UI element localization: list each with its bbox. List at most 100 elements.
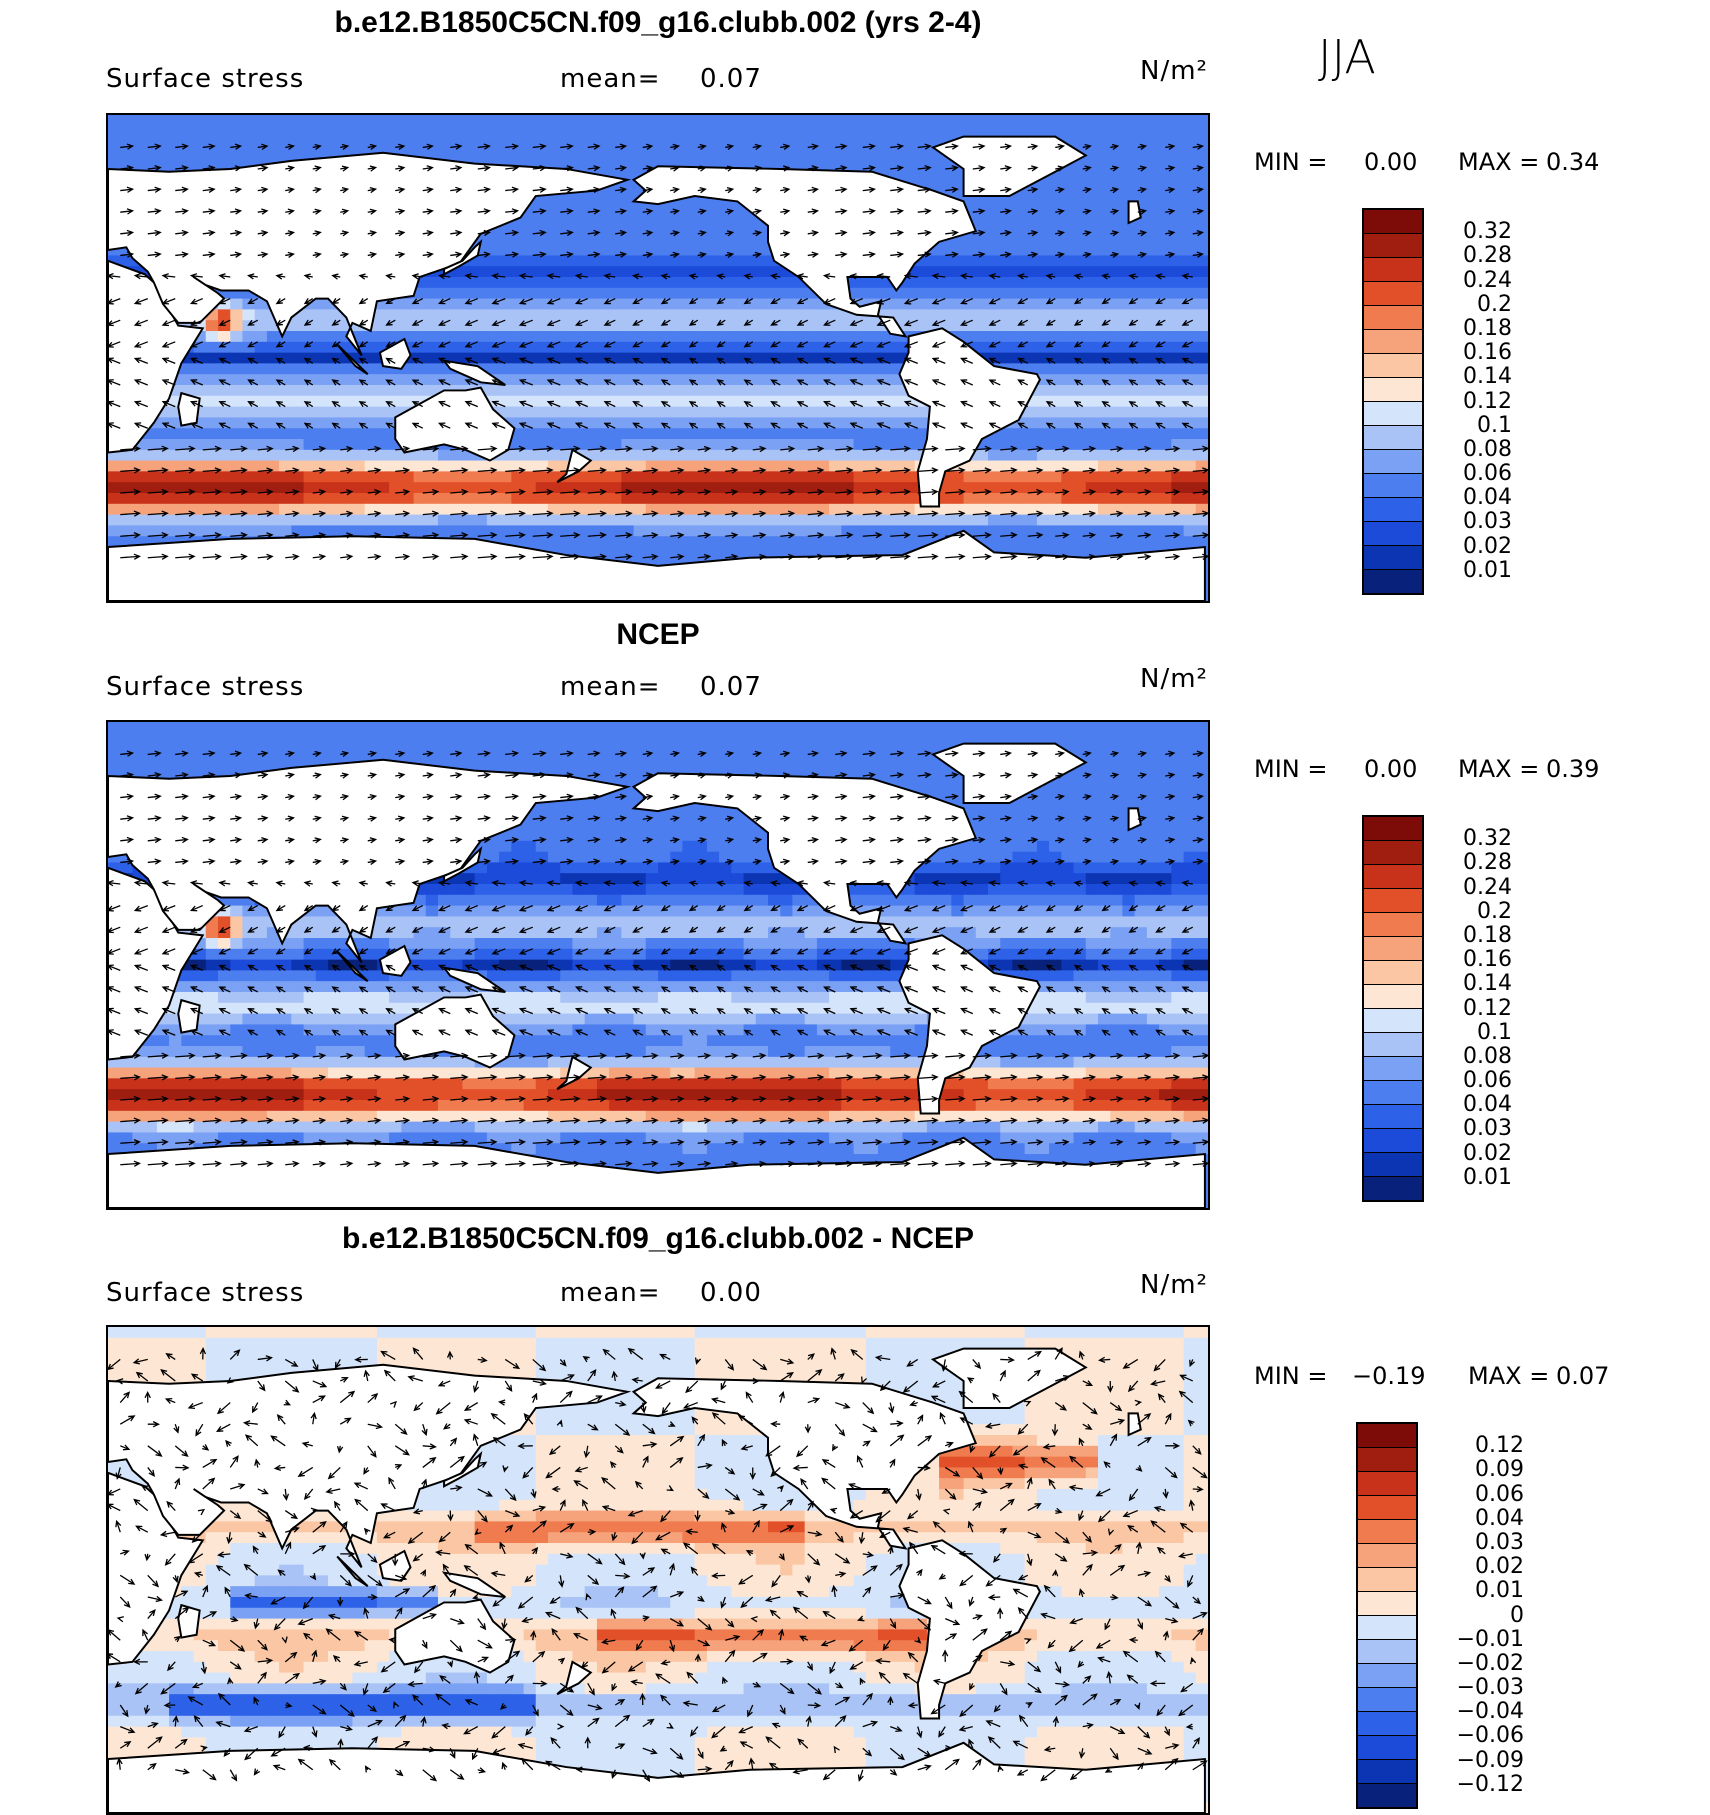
stress-vector-arrow xyxy=(505,1139,526,1146)
stress-vector-arrow xyxy=(505,445,526,452)
stress-vector-arrow xyxy=(501,1618,508,1630)
stress-vector-arrow xyxy=(175,532,196,539)
stress-vector-arrow xyxy=(972,510,992,517)
stress-vector-arrow xyxy=(821,1477,836,1490)
stress-vector-arrow xyxy=(193,1715,204,1728)
stress-vector-arrow xyxy=(660,1029,671,1036)
stress-vector-arrow xyxy=(796,880,808,887)
stress-vector-arrow xyxy=(1073,341,1084,348)
stress-vector-arrow xyxy=(422,1746,436,1753)
stress-vector-arrow xyxy=(849,1029,864,1036)
stress-vector-arrow xyxy=(243,1563,259,1576)
stress-vector-arrow xyxy=(670,532,685,539)
stress-vector-arrow xyxy=(284,1510,299,1520)
stress-vector-arrow xyxy=(876,400,891,408)
stress-vector-arrow xyxy=(988,964,1001,971)
stress-vector-arrow xyxy=(505,1074,526,1081)
stress-vector-arrow xyxy=(532,510,554,517)
colorbar-swatch xyxy=(1364,937,1422,961)
stress-vector-arrow xyxy=(972,467,992,474)
stress-vector-arrow xyxy=(340,1096,354,1103)
stress-vector-arrow xyxy=(147,815,162,822)
stress-vector-arrow xyxy=(627,1661,644,1672)
stress-vector-arrow xyxy=(1078,1588,1085,1598)
stress-vector-arrow xyxy=(1000,553,1018,560)
stress-vector-arrow xyxy=(1012,1445,1029,1456)
stress-vector-arrow xyxy=(395,772,406,779)
stress-vector-arrow xyxy=(1128,964,1139,971)
stress-vector-arrow xyxy=(491,422,506,429)
stress-vector-arrow xyxy=(780,793,791,801)
stress-vector-arrow xyxy=(147,1052,169,1059)
stress-vector-arrow xyxy=(395,489,411,496)
stress-vector-arrow xyxy=(849,341,864,348)
stress-vector-arrow xyxy=(367,1445,377,1458)
stress-vector-arrow xyxy=(1110,858,1120,866)
stress-vector-arrow xyxy=(642,251,654,258)
stress-vector-arrow xyxy=(725,510,739,517)
stress-vector-arrow xyxy=(823,400,836,408)
stress-vector-arrow xyxy=(1027,1531,1042,1539)
stress-vector-arrow xyxy=(108,379,121,386)
stress-vector-arrow xyxy=(716,422,726,429)
stress-vector-arrow xyxy=(752,1117,767,1124)
stress-vector-arrow xyxy=(752,858,763,866)
stress-vector-arrow xyxy=(917,445,939,452)
stress-vector-arrow xyxy=(583,1445,590,1459)
stress-vector-arrow xyxy=(642,1423,656,1435)
stress-vector-arrow xyxy=(1055,445,1070,453)
stress-vector-arrow xyxy=(1137,815,1148,822)
stress-vector-arrow xyxy=(1055,858,1066,865)
stress-vector-arrow xyxy=(945,1139,966,1146)
stress-vector-arrow xyxy=(340,251,350,259)
stress-vector-arrow xyxy=(694,1357,702,1365)
stress-vector-arrow xyxy=(202,165,216,172)
panel-1-var-label: Surface stress xyxy=(106,64,305,94)
stress-vector-arrow xyxy=(257,165,269,172)
stress-vector-arrow xyxy=(422,750,434,757)
stress-vector-arrow xyxy=(603,400,616,408)
stress-vector-arrow xyxy=(257,186,269,194)
stress-vector-arrow xyxy=(903,926,918,934)
stress-vector-arrow xyxy=(202,815,216,822)
stress-vector-arrow xyxy=(414,1661,424,1674)
stress-vector-arrow xyxy=(876,319,891,327)
stress-vector-arrow xyxy=(411,948,424,955)
stress-vector-arrow xyxy=(823,298,836,305)
stress-vector-arrow xyxy=(917,531,939,539)
stress-vector-arrow xyxy=(473,1380,480,1394)
stress-vector-arrow xyxy=(1165,1139,1181,1146)
stress-vector-arrow xyxy=(1082,750,1092,758)
stress-vector-arrow xyxy=(1078,1748,1086,1759)
stress-vector-arrow xyxy=(1165,793,1176,801)
stress-vector-arrow xyxy=(1135,1541,1142,1554)
stress-vector-arrow xyxy=(312,1052,327,1060)
stress-vector-arrow xyxy=(191,1531,204,1543)
stress-vector-arrow xyxy=(587,1717,600,1728)
stress-vector-arrow xyxy=(189,1029,204,1036)
stress-vector-arrow xyxy=(752,230,763,237)
stress-vector-arrow xyxy=(161,948,176,955)
stress-vector-arrow xyxy=(340,445,354,453)
stress-vector-arrow xyxy=(312,165,322,172)
landmass-outline xyxy=(441,966,506,993)
stress-vector-arrow xyxy=(175,1117,196,1124)
stress-vector-arrow xyxy=(337,1738,344,1749)
stress-vector-arrow xyxy=(1128,880,1138,887)
stress-vector-arrow xyxy=(254,1458,261,1468)
colorbar-swatch xyxy=(1358,1736,1416,1760)
landmass-outline xyxy=(898,934,1042,1115)
stress-vector-arrow xyxy=(660,379,671,386)
stress-vector-arrow xyxy=(311,1726,318,1738)
stress-vector-arrow xyxy=(779,1682,795,1695)
stress-vector-arrow xyxy=(120,251,135,258)
stress-vector-arrow xyxy=(917,208,932,215)
stress-vector-arrow xyxy=(890,1139,911,1146)
stress-vector-arrow xyxy=(743,400,754,408)
panel-2-map xyxy=(106,720,1210,1210)
stress-vector-arrow xyxy=(796,1029,809,1036)
stress-vector-arrow xyxy=(133,904,148,912)
panel-3-max-label: MAX = xyxy=(1468,1362,1550,1390)
stress-vector-arrow xyxy=(725,858,735,866)
stress-vector-arrow xyxy=(725,445,739,453)
